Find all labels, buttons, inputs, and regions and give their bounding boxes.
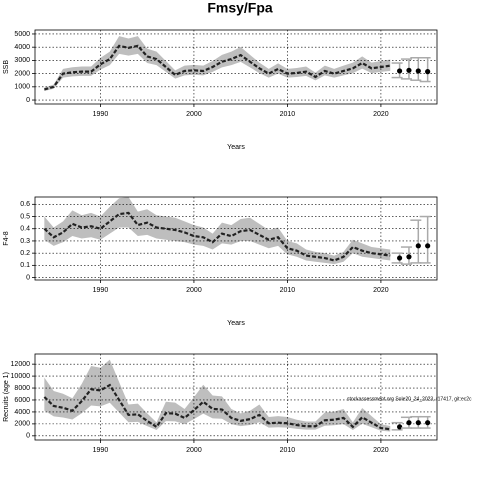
x-axis-label: Years	[227, 320, 245, 327]
projection-point	[406, 67, 412, 73]
x-tick-label: 2000	[186, 447, 202, 454]
confidence-band	[44, 359, 391, 432]
annotation: stockassessment.org Sole20_24_2023, r174…	[347, 396, 472, 402]
projection-point	[397, 68, 403, 74]
x-tick-label: 2010	[280, 447, 296, 454]
projection-point	[415, 68, 421, 74]
projection-point	[415, 243, 421, 249]
y-tick-label: 0.2	[20, 250, 30, 257]
plot-frame	[34, 353, 438, 441]
estimate-line	[44, 44, 391, 91]
y-tick-label: 2000	[14, 70, 30, 77]
y-tick-label: 0.1	[20, 262, 30, 269]
x-tick-label: 1990	[93, 287, 109, 294]
projection-point	[406, 420, 412, 426]
y-axis-label: SSB	[3, 60, 10, 74]
x-tick-label: 2020	[373, 447, 389, 454]
y-tick-label: 1000	[14, 84, 30, 91]
y-tick-label: 0	[26, 97, 30, 104]
projection-point	[397, 255, 403, 261]
y-tick-label: 0.4	[20, 226, 30, 233]
y-tick-label: 5000	[14, 31, 30, 38]
y-axis-label: Recruits (age 1)	[3, 372, 10, 422]
projection-point	[425, 420, 431, 426]
y-tick-label: 6000	[14, 397, 30, 404]
projection-point	[397, 424, 403, 430]
plot-frame	[34, 29, 438, 105]
estimate-line	[43, 211, 391, 262]
confidence-band	[44, 197, 391, 265]
x-tick-label: 2020	[373, 287, 389, 294]
estimate-line	[43, 383, 391, 431]
y-axis-label: F4-8	[3, 231, 10, 246]
panel: 1990 2000 2010 2020 0 1000 2000 3000 4000 5000 Yea…	[3, 29, 438, 151]
x-axis-label: Years	[227, 144, 245, 151]
y-tick-label: 8000	[14, 385, 30, 392]
y-tick-label: 4000	[14, 409, 30, 416]
y-tick-label: 0	[26, 274, 30, 281]
projection-point	[415, 420, 421, 426]
y-tick-label: 3000	[14, 57, 30, 64]
x-tick-label: 1990	[93, 447, 109, 454]
projection-point	[425, 243, 431, 249]
y-tick-label: 0	[26, 433, 30, 440]
y-tick-label: 10000	[11, 373, 31, 380]
x-tick-label: 2010	[280, 287, 296, 294]
y-tick-label: 0.5	[20, 213, 30, 220]
y-tick-label: 2000	[14, 421, 30, 428]
y-tick-label: 12000	[11, 361, 31, 368]
projection-point	[406, 254, 412, 260]
plot-frame	[34, 196, 438, 281]
x-tick-label: 2010	[280, 111, 296, 118]
panel: 1990 2000 2010 2020 0 0.1 0.2 0.3 0.4 0.5 0.6 Years…	[3, 196, 438, 327]
chart-title: Fmsy/Fpa	[207, 0, 273, 16]
y-tick-label: 0.6	[20, 201, 30, 208]
y-tick-label: 4000	[14, 44, 30, 51]
panel: 1990 2000 2010 2020 0 2000 4000 6000 8000 10000 12…	[3, 353, 472, 480]
x-tick-label: 2000	[186, 287, 202, 294]
y-tick-label: 0.3	[20, 238, 30, 245]
x-tick-label: 1990	[93, 111, 109, 118]
x-tick-label: 2020	[373, 111, 389, 118]
x-tick-label: 2000	[186, 111, 202, 118]
projection-point	[425, 69, 431, 75]
